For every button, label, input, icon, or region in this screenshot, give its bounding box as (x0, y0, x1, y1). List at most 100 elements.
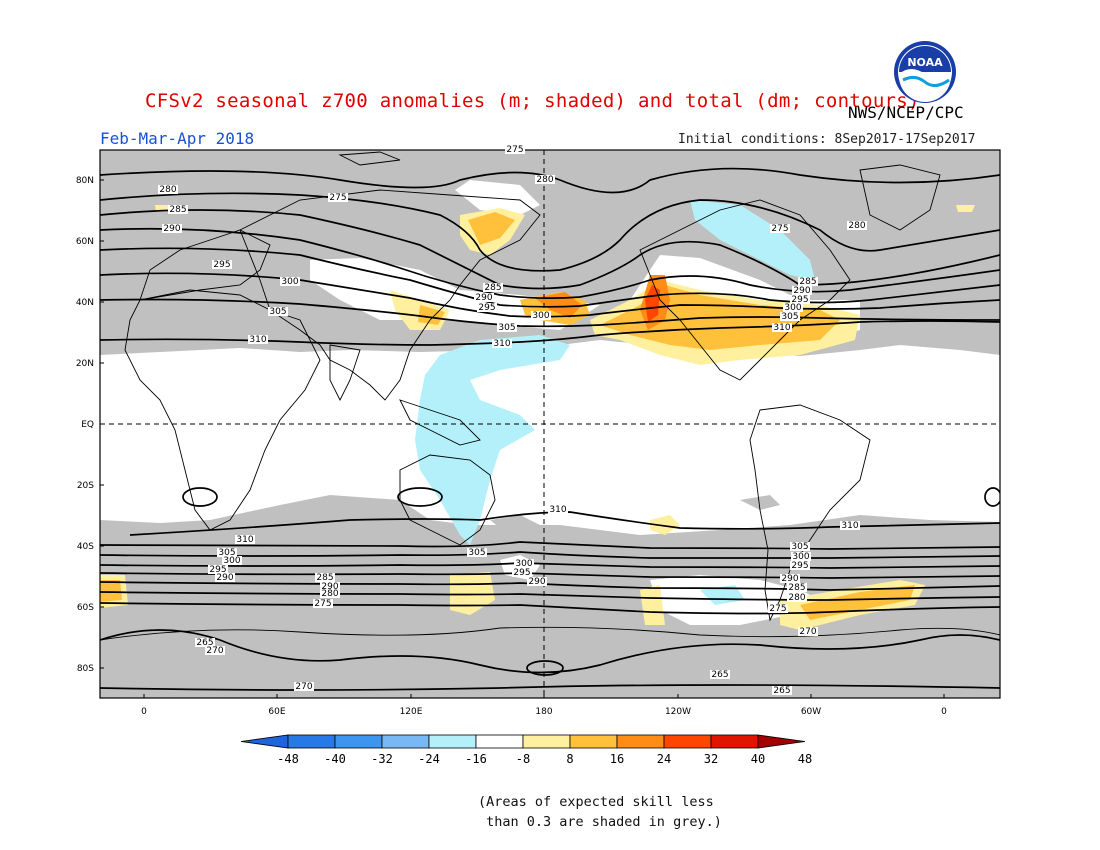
contour-label-bg (527, 577, 547, 586)
noaa-logo: NOAA (894, 41, 956, 103)
lon-tick-label: 120W (665, 707, 691, 717)
contour-label: 285 (799, 277, 816, 287)
longitude-axis: 0 60E 120E 180 120W 60W 0 (141, 694, 947, 717)
contour-label: 305 (468, 548, 485, 558)
contour-label: 290 (528, 577, 545, 587)
contour-label-bg (505, 145, 525, 154)
contour-label-bg (847, 221, 867, 230)
contour-label: 280 (848, 221, 865, 231)
initial-conditions-label: Initial conditions: 8Sep2017-17Sep2017 (678, 132, 976, 147)
footnote: (Areas of expected skill less than 0.3 a… (478, 792, 722, 832)
contour-label-bg (768, 604, 788, 613)
contour-label-bg (248, 335, 268, 344)
contour-label-bg (780, 574, 800, 583)
lon-tick-label: 60W (801, 707, 821, 717)
contour-labels: 2752802752802852902953003053102852902953… (158, 145, 867, 696)
contour-label: 290 (321, 582, 338, 592)
lat-tick-label: 80N (76, 176, 94, 186)
contour-label: 300 (281, 277, 298, 287)
agency-label: NWS/NCEP/CPC (848, 103, 964, 122)
contour-label-bg (791, 552, 811, 561)
contour-label: 265 (711, 670, 728, 680)
contour-label: 285 (484, 283, 501, 293)
contour-label: 290 (475, 293, 492, 303)
contour-label: 305 (269, 307, 286, 317)
contour-label: 310 (236, 535, 253, 545)
contour-label: 280 (788, 593, 805, 603)
contour-label: 310 (773, 323, 790, 333)
colorbar-label: 48 (798, 752, 812, 766)
height-contours (100, 167, 1000, 691)
contour-label: 295 (213, 260, 230, 270)
colorbar-label: -16 (465, 752, 487, 766)
contour-label-bg (787, 583, 807, 592)
contour-label-bg (770, 224, 790, 233)
contour-label-bg (313, 599, 333, 608)
contour-label-bg (208, 565, 228, 574)
season-label: Feb-Mar-Apr 2018 (100, 129, 255, 148)
contour-label: 280 (321, 589, 338, 599)
contour-label: 305 (498, 323, 515, 333)
lon-tick-label: 180 (535, 707, 552, 717)
contour-label: 275 (771, 224, 788, 234)
contour-label: 295 (478, 303, 495, 313)
lat-tick-label: 20N (76, 359, 94, 369)
contour-label-bg (235, 535, 255, 544)
colorbar-box (710, 734, 759, 749)
contour-label: 290 (216, 573, 233, 583)
colorbar-box (287, 734, 336, 749)
contour-label: 300 (792, 552, 809, 562)
svg-text:NOAA: NOAA (907, 56, 943, 69)
colorbar-boxes (240, 734, 806, 749)
contour-label: 275 (314, 599, 331, 609)
contour-label-bg (205, 646, 225, 655)
contour-label: 275 (329, 193, 346, 203)
contour-label-bg (483, 283, 503, 292)
contour-label-bg (315, 573, 335, 582)
contour-label-bg (497, 323, 517, 332)
contour-label: 310 (841, 521, 858, 531)
colorbar-label: 8 (566, 752, 573, 766)
contour-label: 270 (799, 627, 816, 637)
contour-label: 295 (513, 568, 530, 578)
colorbar-box (475, 734, 524, 749)
contour-label: 290 (781, 574, 798, 584)
contour-label: 305 (218, 548, 235, 558)
contour-label-bg (215, 573, 235, 582)
contour-label: 290 (163, 224, 180, 234)
contour-label-bg (787, 593, 807, 602)
colorbar-arrow-right (757, 734, 806, 749)
contour-label: 310 (249, 335, 266, 345)
contour-label-bg (798, 277, 818, 286)
contour-label: 270 (206, 646, 223, 656)
contour-label-bg (328, 193, 348, 202)
lon-tick-label: 120E (400, 707, 423, 717)
contour-label: 285 (788, 583, 805, 593)
contour-label-bg (195, 638, 215, 647)
colorbar-label: -8 (516, 752, 530, 766)
contour-label: 300 (784, 303, 801, 313)
contour-label-bg (531, 311, 551, 320)
contour-label-bg (168, 205, 188, 214)
contour-label-bg (222, 556, 242, 565)
contour-label: 280 (159, 185, 176, 195)
contour-label-bg (790, 561, 810, 570)
colorbar-box (569, 734, 618, 749)
lat-tick-label: 40S (77, 542, 94, 552)
contour-label-bg (780, 312, 800, 321)
contour-label: 270 (295, 682, 312, 692)
contour-label-bg (492, 339, 512, 348)
colorbar-box (663, 734, 712, 749)
contour-label-bg (467, 548, 487, 557)
contour-label: 305 (791, 542, 808, 552)
contour-label-bg (512, 568, 532, 577)
contour-label: 295 (209, 565, 226, 575)
negative-anomaly-shading (415, 200, 815, 605)
contour-label: 300 (515, 559, 532, 569)
colorbar-label: -48 (277, 752, 299, 766)
colorbar-arrow-left (240, 734, 289, 749)
colorbar-label: -24 (418, 752, 440, 766)
lat-tick-label: 40N (76, 298, 94, 308)
contour-label: 285 (316, 573, 333, 583)
contour-label: 300 (532, 311, 549, 321)
